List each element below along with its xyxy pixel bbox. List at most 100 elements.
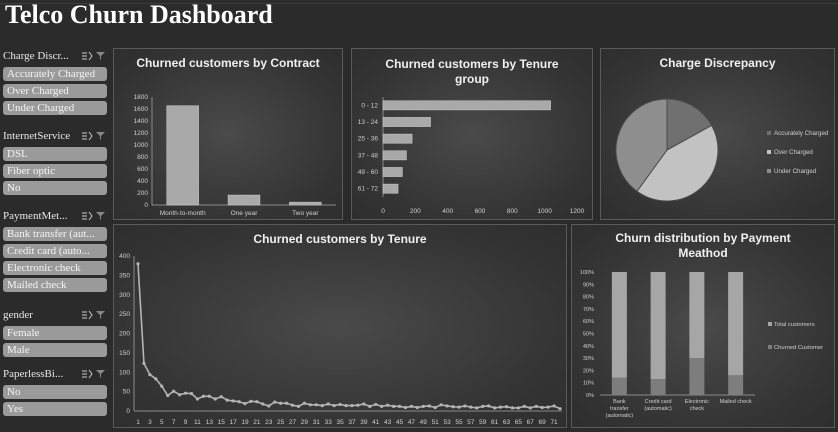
y-tick-label: 200 (137, 190, 148, 197)
multi-select-icon[interactable] (81, 211, 93, 221)
data-point-tenure-48 (415, 405, 419, 410)
data-point-tenure-67 (528, 406, 532, 410)
data-point-tenure-28 (296, 404, 301, 408)
data-point-tenure-62 (498, 405, 503, 409)
slicer-item-no[interactable]: No (3, 181, 107, 195)
data-point-tenure-12 (201, 394, 205, 398)
clear-filter-icon[interactable] (95, 369, 107, 379)
data-point-tenure-50 (427, 404, 431, 408)
multi-select-icon[interactable] (81, 51, 93, 61)
slicer-item-accurately-charged[interactable]: Accurately Charged (3, 67, 107, 81)
slicer-item-dsl[interactable]: DSL (3, 147, 107, 161)
multi-select-icon[interactable] (81, 310, 93, 320)
y-tick-label: 600 (137, 166, 148, 173)
data-point-tenure-25 (279, 401, 283, 405)
payment-stacked-bar-chart: 0% 10% 20% 30% 40% 50% 60% 70% 80% 90% 100% Banktra… (580, 270, 823, 419)
data-point-tenure-52 (439, 403, 443, 407)
chart-title: Charge Discrepancy (659, 56, 776, 70)
slicer-item-fiber-optic[interactable]: Fiber optic (3, 164, 107, 178)
x-tick-label: 9 (184, 419, 188, 426)
x-tick-label: Credit card (645, 399, 672, 405)
data-point-tenure-64 (510, 406, 515, 410)
chart-panel-payment[interactable]: Churn distribution by Payment Meathod 0%… (571, 224, 835, 428)
x-tick-label: 57 (467, 419, 475, 426)
chart-title: Churned customers by Tenure (253, 232, 427, 246)
slicer-item-female[interactable]: Female (3, 326, 107, 340)
x-tick-label: One year (231, 210, 259, 217)
slicer-payment-method[interactable]: PaymentMet... Bank transfer (aut... Cred… (3, 208, 107, 292)
x-tick-label: 35 (336, 419, 344, 426)
clear-filter-icon[interactable] (95, 310, 107, 320)
multi-select-icon[interactable] (81, 131, 93, 141)
x-tick-label: 71 (550, 419, 558, 426)
slicer-item-bank-transfer[interactable]: Bank transfer (aut... (3, 227, 107, 241)
data-point-tenure-15 (219, 395, 223, 399)
bar-churned-electronic-check (689, 358, 705, 395)
x-tick-label: 1 (136, 419, 140, 426)
bar-total-mailed-check (728, 272, 744, 376)
bar-total-bank-transfer-automatic- (611, 272, 627, 378)
slicer-paperless-billing[interactable]: PaperlessBi... No Yes (3, 366, 107, 416)
slicer-item-under-charged[interactable]: Under Charged (3, 101, 107, 115)
series-line-churned (137, 263, 561, 410)
data-point-tenure-27 (290, 403, 295, 407)
clear-filter-icon[interactable] (95, 131, 107, 141)
y-tick-label: 1400 (134, 118, 149, 125)
legend-swatch (767, 150, 771, 154)
data-point-tenure-68 (534, 404, 538, 408)
data-point-tenure-45 (397, 404, 402, 408)
y-tick-label: 90% (583, 282, 594, 288)
slicer-internet-service[interactable]: InternetService DSL Fiber optic No (3, 128, 107, 195)
slicer-item-yes[interactable]: Yes (3, 402, 107, 416)
x-tick-label: 1200 (570, 208, 585, 215)
x-tick-label: 19 (241, 419, 249, 426)
data-point-tenure-41 (374, 402, 378, 407)
y-tick-label: 350 (119, 272, 130, 279)
chart-title: Churn distribution by Payment Meathod (615, 231, 791, 260)
chart-panel-contract[interactable]: Churned customers by Contract 0 200 400 600… (113, 48, 343, 220)
slicer-item-mailed-check[interactable]: Mailed check (3, 278, 107, 292)
y-tick-label: 40% (583, 344, 594, 350)
bar-month-to-month (166, 105, 199, 206)
chart-panel-tenure-group[interactable]: Churned customers by Tenure group 0 - 12… (351, 48, 593, 220)
y-tick-label: 0% (586, 393, 594, 399)
x-tick-label: 200 (410, 208, 421, 215)
chart-title: Churned customers by Tenure group (385, 57, 559, 86)
chart-panel-charge-discrepancy[interactable]: Charge Discrepancy Accurately Charged Ove… (600, 48, 835, 220)
slicer-title: InternetService (3, 130, 71, 142)
chart-panel-tenure[interactable]: Churned customers by Tenure 0 50 100 150 200… (113, 224, 567, 428)
slicer-item-credit-card[interactable]: Credit card (auto... (3, 244, 107, 258)
multi-select-icon[interactable] (81, 369, 93, 379)
data-point-tenure-65 (516, 406, 520, 410)
data-point-tenure-35 (338, 402, 342, 407)
x-tick-label: 61 (491, 419, 499, 426)
slicer-item-no[interactable]: No (3, 385, 107, 399)
legend-label: Under Charged (774, 168, 817, 175)
data-point-tenure-3 (148, 372, 152, 377)
x-tick-label: transfer (610, 406, 629, 412)
x-tick-label: 51 (432, 419, 440, 426)
slicer-charge-discrepancy[interactable]: Charge Discr... Accurately Charged Over … (3, 48, 107, 115)
y-tick-label: 400 (119, 253, 130, 260)
x-tick-label: 23 (265, 419, 273, 426)
clear-filter-icon[interactable] (95, 51, 107, 61)
slicer-item-male[interactable]: Male (3, 343, 107, 357)
tenure-group-bar-chart: 0 - 12 13 - 24 25 - 36 37 - 48 49 - 60 61 - 7… (358, 97, 585, 215)
y-tick-label: 10% (583, 381, 594, 387)
bar-tenure-49-60 (382, 167, 403, 177)
data-point-tenure-22 (261, 402, 265, 406)
legend-swatch (768, 322, 772, 326)
y-tick-label: 25 - 36 (358, 136, 379, 143)
slicer-gender[interactable]: gender Female Male (3, 307, 107, 357)
clear-filter-icon[interactable] (95, 211, 107, 221)
bar-total-electronic-check (689, 272, 705, 359)
y-tick-label: 20% (583, 368, 594, 374)
data-point-tenure-4 (154, 377, 158, 381)
x-tick-label: Month-to-month (160, 210, 206, 217)
slicer-item-over-charged[interactable]: Over Charged (3, 84, 107, 98)
data-point-tenure-63 (504, 405, 509, 409)
slicer-item-electronic-check[interactable]: Electronic check (3, 261, 107, 275)
bar-two-year (289, 201, 322, 206)
bar-churned-bank-transfer-automatic- (611, 377, 627, 395)
bar-tenure-13-24 (382, 117, 431, 127)
